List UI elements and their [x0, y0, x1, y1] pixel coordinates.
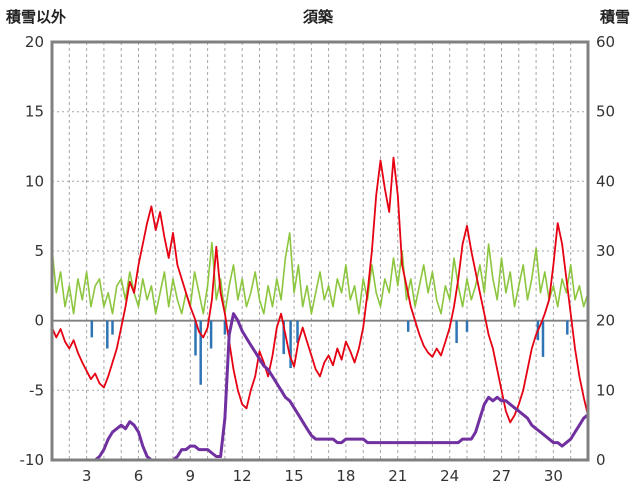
right-axis-title: 積雪	[599, 8, 630, 26]
right-tick-label: 30	[596, 242, 615, 260]
x-tick-label: 12	[233, 467, 252, 485]
left-tick-label: 0	[34, 312, 44, 330]
x-tick-label: 24	[440, 467, 459, 485]
x-tick-label: 9	[186, 467, 196, 485]
left-tick-label: -5	[29, 381, 44, 399]
x-tick-label: 18	[336, 467, 355, 485]
right-tick-label: 50	[596, 103, 615, 121]
grid-lines	[52, 42, 588, 460]
x-tick-label: 3	[82, 467, 92, 485]
right-tick-label: 40	[596, 172, 615, 190]
left-tick-label: 5	[34, 242, 44, 260]
left-tick-label: 10	[25, 172, 44, 190]
right-tick-label: 10	[596, 381, 615, 399]
precipitation-bars	[90, 320, 569, 385]
right-axis-tick-labels: 60 50 40 30 20 10 0	[596, 33, 615, 469]
chart-title: 須築	[302, 8, 333, 26]
snow-depth-line	[50, 312, 590, 462]
data-series-lines	[50, 156, 590, 462]
left-axis-title: 積雪以外	[6, 8, 67, 26]
right-tick-label: 60	[596, 33, 615, 51]
x-axis-tick-labels: 3 6 9 12 15 18 21 24 27 30	[82, 467, 563, 485]
x-tick-label: 27	[492, 467, 511, 485]
right-tick-label: 0	[596, 451, 606, 469]
left-tick-label: 20	[25, 33, 44, 51]
left-tick-label: -10	[20, 451, 45, 469]
x-tick-label: 30	[544, 467, 563, 485]
x-tick-label: 6	[134, 467, 144, 485]
x-tick-label: 21	[388, 467, 407, 485]
temperature-line	[51, 156, 589, 424]
x-tick-label: 15	[285, 467, 304, 485]
left-tick-label: 15	[25, 103, 44, 121]
wind-line	[51, 232, 589, 315]
right-tick-label: 20	[596, 312, 615, 330]
plot-border	[50, 40, 590, 462]
left-axis-tick-labels: 20 15 10 5 0 -5 -10	[20, 33, 45, 469]
